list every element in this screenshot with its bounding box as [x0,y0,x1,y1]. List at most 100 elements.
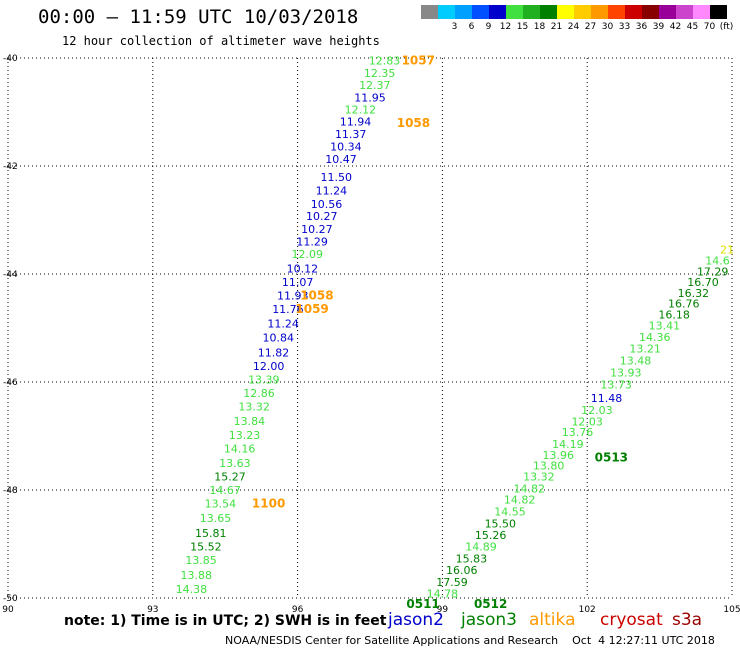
legend-label: 36 [635,22,648,32]
wave-height-value: 13.32 [238,400,270,413]
footer-note-row: note: 1) Time is in UTC; 2) SWH is in fe… [64,610,386,634]
wave-height-value: 12.09 [292,248,324,261]
legend-swatch [523,5,540,19]
mission-jason3: jason3 [461,610,517,630]
legend-swatch [506,5,523,19]
wave-height-value: 12.00 [253,360,285,373]
footer-credit: NOAA/NESDIS Center for Satellite Applica… [225,634,715,647]
legend-label: 15 [516,22,529,32]
lat-tick-label: -50 [3,594,18,604]
wave-height-value: 11.76 [272,303,304,316]
legend-label: 39 [652,22,665,32]
legend-swatch [574,5,591,19]
wave-height-value: 13.23 [229,429,261,442]
lat-tick-label: -40 [3,54,18,64]
wave-height-value: 13.80 [533,460,565,473]
wave-height-value: 11.07 [282,276,314,289]
legend-swatch [676,5,693,19]
wave-height-value: 10.56 [311,198,343,211]
legend-swatch [642,5,659,19]
wave-height-value: 14.36 [639,331,671,344]
wave-height-value: 12.03 [571,415,603,428]
legend-label: (ft) [719,22,734,32]
wave-height-value: 13.93 [610,366,642,379]
map-title: 00:00 – 11:59 UTC 10/03/2018 [38,6,359,28]
map-subtitle: 12 hour collection of altimeter wave hei… [62,34,380,48]
legend-swatch [608,5,625,19]
lon-tick-label: 96 [292,605,304,615]
mission-altika: altika [529,610,576,630]
legend-label: 6 [468,22,475,32]
wave-height-value: 17.29 [697,265,729,278]
wave-height-value: 13.63 [219,457,251,470]
pass-time-label: 1058 [397,116,430,130]
wave-height-value: 13.84 [234,415,266,428]
wave-height-value: 21 [720,244,734,257]
legend-label: 30 [601,22,614,32]
wave-height-value: 13.88 [180,569,212,582]
mission-s3a: s3a [672,610,703,630]
wave-height-value: 11.24 [267,318,299,331]
map-tick-labels: 90 93 96 99 102 105 -40 -42 -44 -46 -48 -50 [2,54,740,615]
mission-jason2: jason2 [388,610,444,630]
map-grid [7,57,733,599]
legend-label: 24 [567,22,580,32]
lon-tick-label: 105 [723,605,740,615]
wave-height-value: 12.37 [359,79,391,92]
wave-height-value: 16.06 [446,564,478,577]
wave-height-value: 11.24 [316,184,348,197]
wave-height-value: 11.95 [354,91,386,104]
wave-height-value: 11.48 [591,392,623,405]
legend-swatch [659,5,676,19]
legend-swatch [438,5,455,19]
legend-label: 3 [451,22,458,32]
wave-height-value: 17.59 [436,576,468,589]
wave-height-value: 10.47 [325,153,357,166]
wave-height-value: 11.93 [277,290,309,303]
pass-time-label: 0513 [595,451,628,465]
wave-height-value: 16.32 [678,287,710,300]
lat-tick-label: -46 [3,378,18,388]
map-height-labels: 12.8312.3512.3711.9512.1211.9411.3710.34… [176,55,735,601]
lat-tick-label: -48 [3,486,18,496]
mission-cryosat: cryosat [600,610,663,630]
wave-height-value: 14.6 [705,255,730,268]
legend-label: 42 [669,22,682,32]
legend-swatch [489,5,506,19]
wave-height-value: 10.34 [330,141,362,154]
wave-height-value: 12.12 [345,103,377,116]
wave-height-value: 12.35 [364,67,396,80]
legend-swatch [472,5,489,19]
wave-height-value: 14.67 [209,484,241,497]
wave-height-value: 10.27 [301,223,333,236]
wave-height-value: 14.38 [176,583,208,596]
wave-height-value: 11.37 [335,128,367,141]
wave-height-value: 11.29 [296,236,328,249]
footer-note: note: 1) Time is in UTC; 2) SWH is in fe… [64,613,387,629]
wave-height-value: 14.82 [504,494,536,507]
wave-height-value: 14.16 [224,442,256,455]
legend-label: 9 [485,22,492,32]
wave-height-value: 13.48 [620,354,652,367]
lon-tick-label: 99 [437,605,449,615]
lon-tick-label: 90 [2,605,14,615]
pass-time-label: 1059 [295,302,328,316]
legend-swatch [557,5,574,19]
legend-swatch [625,5,642,19]
wave-height-value: 15.26 [475,529,507,542]
wave-height-value: 13.96 [542,449,574,462]
wave-height-value: 15.81 [195,527,227,540]
legend-label: 70 [703,22,716,32]
wave-height-value: 13.41 [649,319,681,332]
wave-height-value: 13.54 [205,498,237,511]
legend-swatch [710,5,727,19]
legend-swatch [591,5,608,19]
legend-label: 45 [686,22,699,32]
lat-tick-label: -42 [3,162,18,172]
lon-tick-label: 102 [579,605,596,615]
legend-label: 21 [550,22,563,32]
wave-height-value: 14.78 [427,588,459,601]
wave-height-value: 12.86 [243,387,275,400]
legend-swatch [540,5,557,19]
legend-label: 18 [533,22,546,32]
